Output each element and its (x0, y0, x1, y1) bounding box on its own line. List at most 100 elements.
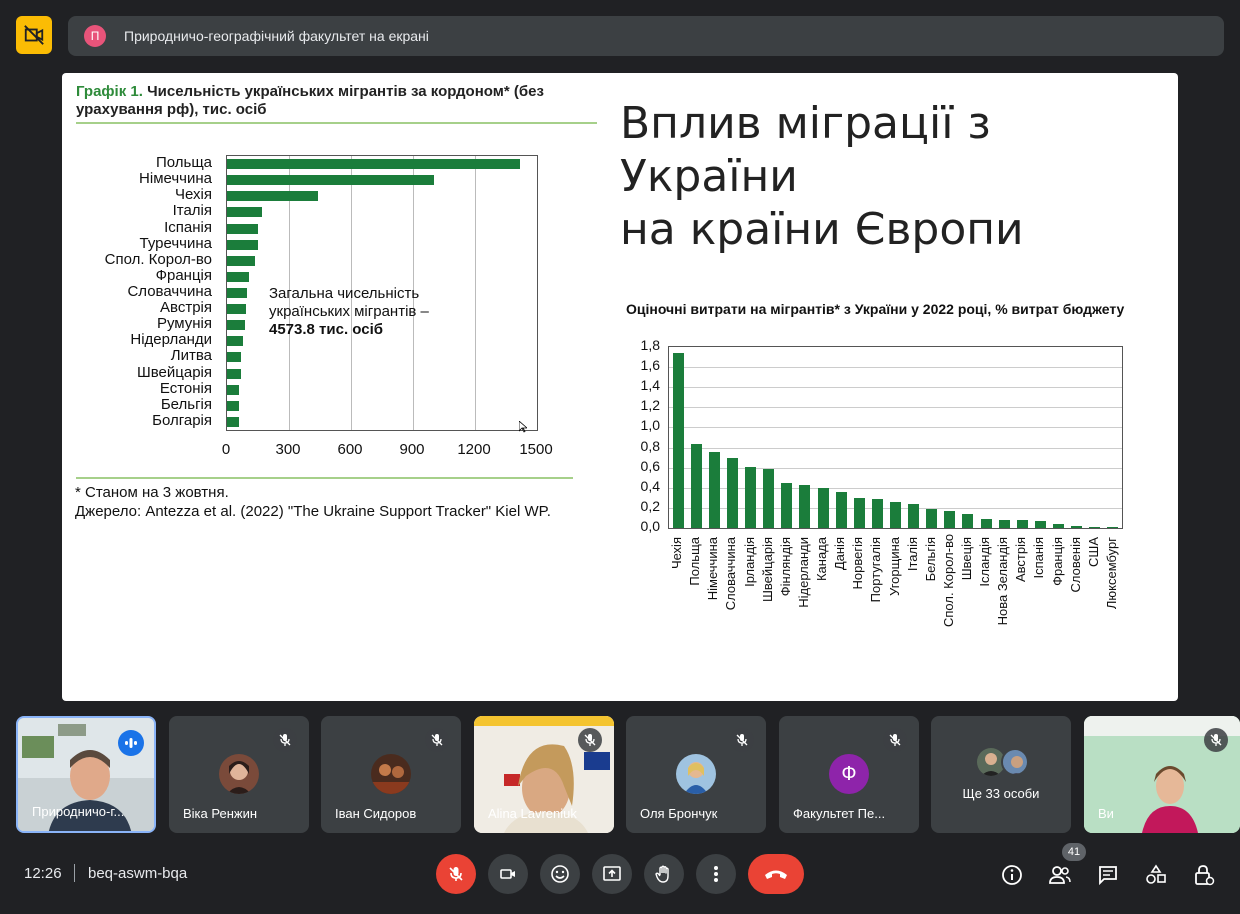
chart1-category-label: Болгарія (152, 411, 212, 429)
chart2-bar (944, 510, 956, 528)
activities-button[interactable] (1143, 862, 1169, 888)
present-screen-icon (603, 866, 621, 881)
participant-avatar (219, 754, 259, 794)
chart2-plot (668, 346, 1123, 529)
chart2-bar (672, 353, 684, 528)
info-icon (1002, 865, 1022, 885)
chart2-bar (1071, 526, 1083, 528)
chart2-bar (1034, 520, 1046, 528)
camera-off-indicator[interactable] (16, 16, 52, 54)
chart2-gridline (669, 407, 1122, 409)
self-tile[interactable]: Ви (1084, 716, 1240, 833)
divider-top (76, 122, 597, 124)
camera-toggle-button[interactable] (488, 854, 528, 894)
chart2-gridline (669, 447, 1122, 449)
chart2-category-label: Нова Зеландія (995, 537, 1011, 626)
people-count-badge: 41 (1062, 843, 1086, 861)
chart1-x-tick-label: 300 (275, 441, 301, 458)
chart2-bar (781, 482, 793, 528)
chat-button[interactable] (1095, 862, 1121, 888)
mouse-cursor-icon (519, 421, 527, 433)
chart2-y-tick-label: 1,6 (640, 357, 660, 374)
participant-tile[interactable]: Ф Факультет Пе... (779, 716, 919, 833)
chart2-category-label: Швеція (958, 537, 974, 581)
participant-avatar (371, 754, 411, 794)
participant-name: Alina Lavreniuk (488, 806, 577, 821)
footnote-line-1: * Станом на 3 жовтня. (75, 484, 229, 501)
chart2-category-label: Португалія (868, 537, 884, 603)
camera-icon (500, 869, 515, 879)
participant-tile[interactable]: Alina Lavreniuk (474, 716, 614, 833)
mic-off-icon (883, 728, 907, 752)
separator (74, 864, 75, 882)
chart1-bar (227, 288, 248, 298)
footnote-source: Джерело: Antezza et al. (2022) "The Ukra… (75, 503, 551, 520)
meeting-code: beq-aswm-bqa (88, 865, 188, 882)
present-button[interactable] (592, 854, 632, 894)
chart1-category-label: Чехія (175, 186, 212, 204)
participant-strip: Природничо-г... Віка Ренжин Іван Сидоров… (0, 716, 1240, 834)
chart2-gridline (669, 427, 1122, 429)
chart1-category-label: Литва (170, 347, 212, 365)
chart1-category-label: Румунія (156, 315, 212, 333)
chart2-bar (1107, 527, 1119, 528)
meeting-details-button[interactable] (999, 862, 1025, 888)
reactions-button[interactable] (540, 854, 580, 894)
chart2-bar (708, 451, 720, 528)
leave-call-button[interactable] (748, 854, 804, 894)
chart1-bar (227, 207, 263, 218)
chart1-category-label: Бельгія (160, 395, 212, 413)
raise-hand-button[interactable] (644, 854, 684, 894)
chart2-category-label: Люксембург (1103, 537, 1119, 610)
participant-avatar (1001, 748, 1029, 776)
audio-level-icon (125, 738, 137, 748)
more-participants-tile[interactable]: Ще 33 особи (931, 716, 1071, 833)
people-button[interactable] (1047, 862, 1073, 888)
chart1-bar (227, 175, 434, 186)
participant-tile-presenter[interactable]: Природничо-г... (16, 716, 156, 833)
top-bar: П Природничо-географічний факультет на е… (0, 0, 1240, 70)
chart1-bar (227, 336, 244, 347)
chart2-category-label: Спол. Корол-во (940, 533, 956, 627)
chart2-category-label: США (1085, 537, 1101, 567)
chart2-bar (817, 487, 829, 528)
chart2-gridline (669, 487, 1122, 489)
more-vert-icon (714, 866, 718, 882)
chart2-bar (908, 503, 920, 528)
divider-bottom (76, 477, 573, 479)
participant-tile[interactable]: Оля Брончук (626, 716, 766, 833)
mic-off-icon (425, 728, 449, 752)
chart1-x-tick-label: 0 (221, 441, 231, 458)
chart2-bar (926, 508, 938, 528)
chart1-title-num: Графік 1. (76, 83, 143, 100)
participant-name: Іван Сидоров (335, 806, 417, 821)
presentation-banner: П Природничо-географічний факультет на е… (68, 16, 1224, 56)
chart1-category-label: Естонія (159, 379, 212, 397)
chart2-bar (1053, 523, 1065, 528)
chart2-gridline (669, 367, 1122, 369)
chart1-note: Загальна чисельність українських мігрант… (269, 285, 469, 339)
more-options-button[interactable] (696, 854, 736, 894)
clock: 12:26 (24, 865, 62, 882)
host-controls-button[interactable] (1191, 862, 1217, 888)
chart1-x-tick-label: 600 (337, 441, 363, 458)
participant-name: Віка Ренжин (183, 806, 258, 821)
chart1-bar (227, 304, 246, 315)
note-line-1: Загальна чисельність (269, 285, 420, 302)
participant-tile[interactable]: Віка Ренжин (169, 716, 309, 833)
chart1-x-tick-label: 1500 (519, 441, 553, 458)
note-value: 4573.8 тис. осіб (269, 321, 384, 338)
mic-toggle-button[interactable] (436, 854, 476, 894)
chart2-bar (745, 466, 757, 528)
chart2-category-label: Канада (814, 537, 830, 582)
chart2-category-label: Словаччина (723, 537, 739, 611)
participant-tile[interactable]: Іван Сидоров (321, 716, 461, 833)
chart2-bar (980, 518, 992, 528)
chart2-y-tick-label: 0,4 (640, 477, 660, 494)
chart1-category-label: Словаччина (127, 283, 212, 300)
emoji-icon (551, 865, 569, 883)
chart2-category-label: Іспанія (1031, 537, 1047, 579)
chart2-category-label: Чехія (669, 537, 685, 570)
presenter-video (18, 718, 154, 831)
chart2-y-tick-label: 0,0 (640, 518, 660, 534)
